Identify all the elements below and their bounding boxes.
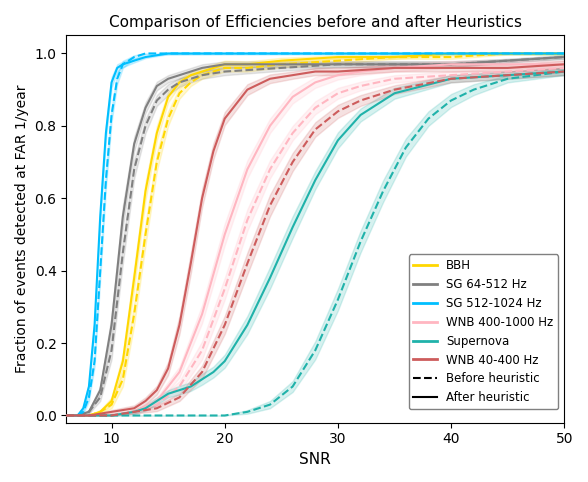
X-axis label: SNR: SNR: [299, 452, 331, 467]
Legend: BBH, SG 64-512 Hz, SG 512-1024 Hz, WNB 400-1000 Hz, Supernova, WNB 40-400 Hz, Be: BBH, SG 64-512 Hz, SG 512-1024 Hz, WNB 4…: [409, 254, 559, 409]
Y-axis label: Fraction of events detected at FAR 1/year: Fraction of events detected at FAR 1/yea…: [15, 85, 29, 373]
Title: Comparison of Efficiencies before and after Heuristics: Comparison of Efficiencies before and af…: [109, 15, 522, 30]
